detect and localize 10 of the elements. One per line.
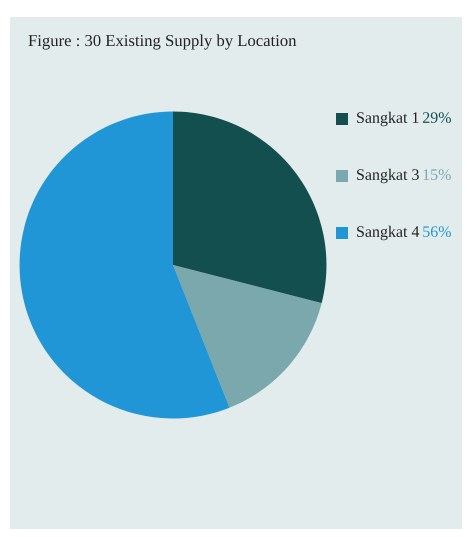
data-label: 56% (423, 226, 451, 238)
legend-label: Sangkat 1 (357, 112, 418, 126)
legend-label: Sangkat 3 (357, 168, 419, 184)
data-label: 15% (424, 169, 451, 180)
pie-slice (173, 112, 326, 304)
pie-slice (173, 265, 322, 408)
data-label: 29% (422, 112, 451, 124)
legend-label: Sangkat 4 (357, 226, 420, 240)
pie-slice (20, 112, 230, 418)
chart-title: Figure : 30 Existing Supply by Location (28, 34, 296, 50)
